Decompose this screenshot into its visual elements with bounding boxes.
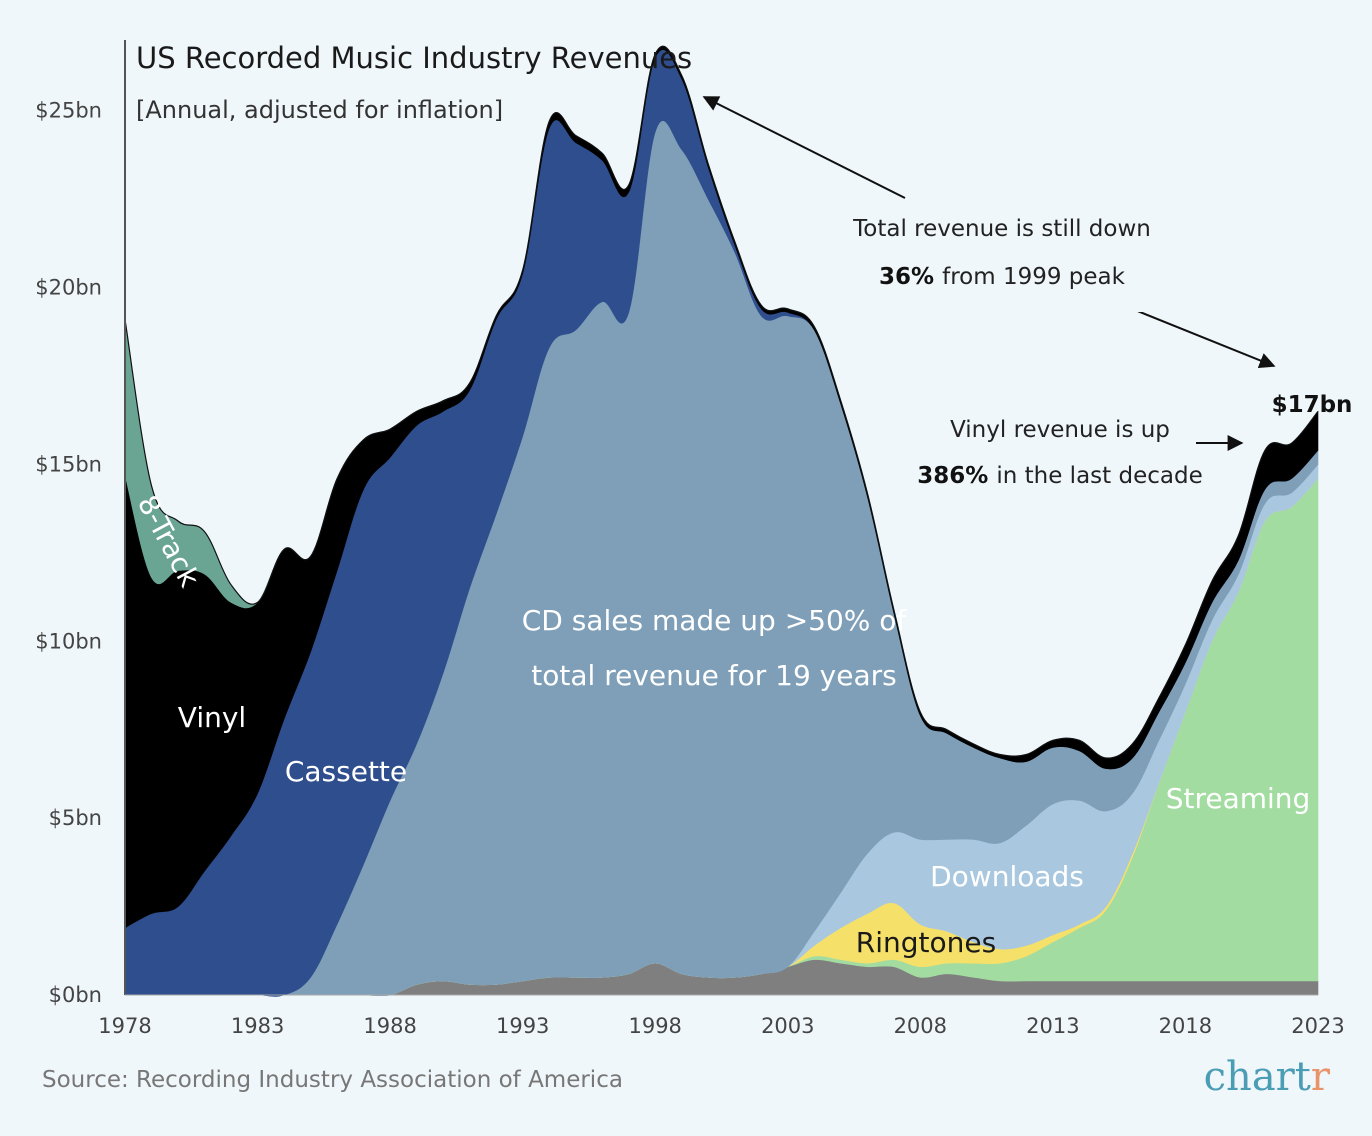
x-tick-labels: 1978 1983 1988 1993 1998 2003 2008 2013 2018 2023 [98, 1014, 1344, 1038]
x-tick-label: 2013 [1026, 1014, 1079, 1038]
brand-main: chart [1204, 1054, 1311, 1100]
y-tick-label: $5bn [49, 806, 102, 830]
peak-annotation-line1: Total revenue is still down [852, 216, 1151, 242]
vinyl-annotation-line2: 386% in the last decade [917, 463, 1202, 489]
peak-annotation-box [832, 204, 1176, 312]
annotation-bold-part: 386% [917, 463, 996, 489]
brand-accent: r [1311, 1054, 1331, 1100]
peak-arrow-up [702, 96, 906, 199]
peak-arrow-down [1129, 307, 1276, 369]
area-label-downloads: Downloads [930, 860, 1084, 893]
source-note: Source: Recording Industry Association o… [42, 1067, 623, 1093]
y-tick-label: $10bn [35, 629, 102, 653]
area-label-ringtones: Ringtones [856, 926, 996, 959]
y-tick-labels: $0bn $5bn $10bn $15bn $20bn $25bn [35, 99, 102, 1007]
annotation-regular-part: from 1999 peak [942, 264, 1126, 290]
area-label-cd-line1: CD sales made up >50% of [522, 604, 908, 637]
area-label-cassette: Cassette [285, 755, 407, 788]
stacked-areas [124, 46, 1319, 997]
vinyl-annotation-line1: Vinyl revenue is up [950, 417, 1170, 443]
x-tick-label: 1998 [628, 1014, 681, 1038]
area-label-streaming: Streaming [1166, 782, 1311, 815]
peak-annotation-line2: 36% from 1999 peak [879, 264, 1126, 290]
total-outline-line [124, 45, 1319, 759]
chart-title: US Recorded Music Industry Revenues [136, 41, 692, 75]
x-tick-label: 1993 [496, 1014, 549, 1038]
chart-subtitle: [Annual, adjusted for inflation] [136, 96, 503, 124]
brand-logo: chartr [1204, 1054, 1331, 1100]
annotation-bold-part: 36% [879, 264, 942, 290]
y-tick-label: $20bn [35, 276, 102, 300]
end-value-label: $17bn [1272, 392, 1353, 418]
y-tick-label: $15bn [35, 452, 102, 476]
y-tick-label: $25bn [35, 99, 102, 123]
area-label-cd-line2: total revenue for 19 years [531, 659, 896, 692]
x-tick-label: 2023 [1291, 1014, 1344, 1038]
x-tick-label: 2003 [761, 1014, 814, 1038]
x-tick-label: 2008 [894, 1014, 947, 1038]
area-label-vinyl: Vinyl [178, 701, 246, 734]
x-tick-label: 1978 [98, 1014, 151, 1038]
x-tick-label: 1983 [231, 1014, 284, 1038]
x-tick-label: 1988 [363, 1014, 416, 1038]
x-tick-label: 2018 [1159, 1014, 1212, 1038]
y-tick-label: $0bn [49, 983, 102, 1007]
annotation-regular-part: in the last decade [996, 463, 1202, 489]
total-outline [124, 45, 1319, 759]
